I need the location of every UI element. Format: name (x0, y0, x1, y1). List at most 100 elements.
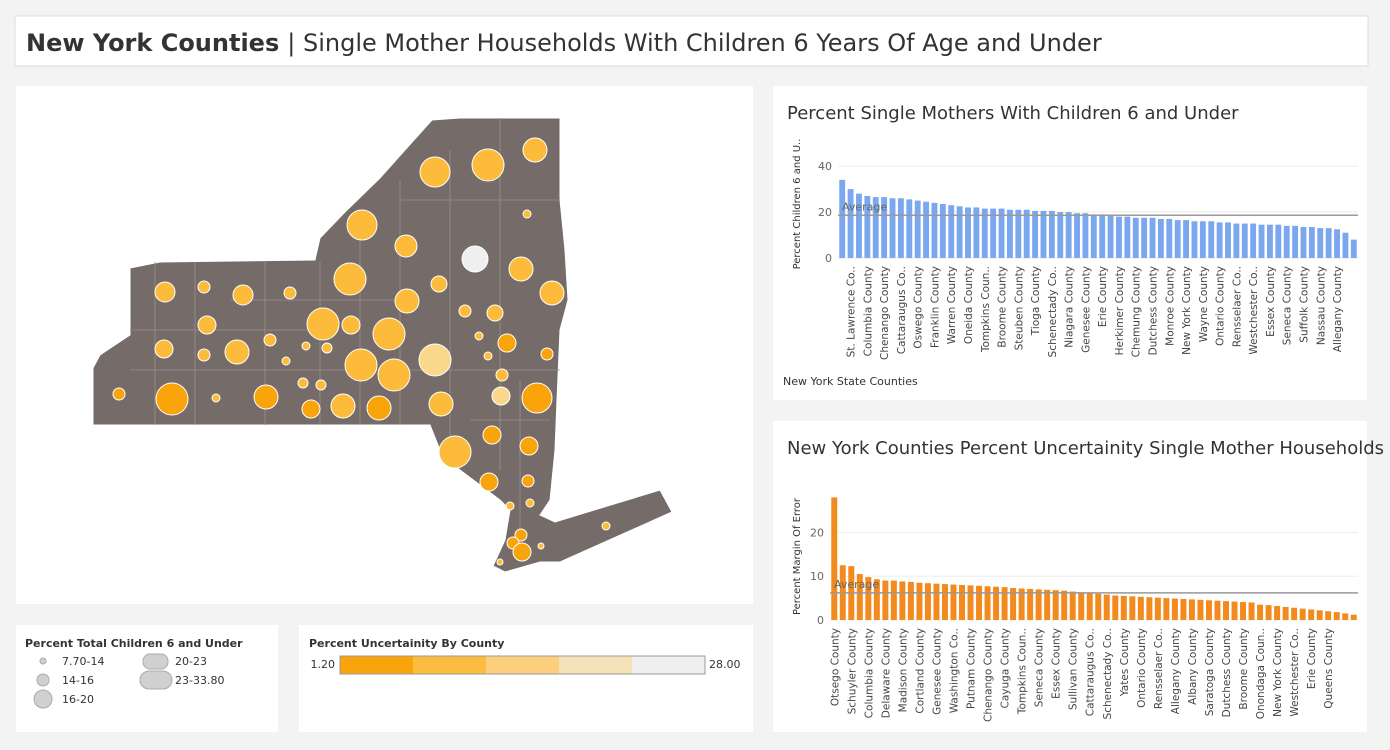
bubble (495, 368, 509, 382)
bar (856, 193, 862, 258)
bar (873, 579, 880, 620)
bar (890, 580, 897, 620)
bar (1010, 588, 1017, 620)
x-tick-label: Oneida County (963, 266, 975, 344)
color-legend-title: Percent Uncertainity By County (309, 637, 504, 650)
bubble (483, 351, 493, 361)
bar (1171, 598, 1178, 620)
bar (1129, 596, 1136, 620)
bar (1233, 223, 1240, 258)
bubble (306, 307, 340, 341)
bar (1325, 228, 1332, 258)
bar (1317, 228, 1324, 258)
bubble (297, 377, 309, 389)
size-legend-label: 23-33.80 (175, 674, 224, 687)
bar (965, 207, 971, 258)
chart-title: New York Counties Percent Uncertainity S… (787, 438, 1384, 459)
bar (1141, 217, 1148, 258)
x-tick-label: Seneca County (1034, 628, 1046, 707)
bubble (508, 256, 534, 282)
bar (1116, 216, 1122, 258)
bubble (497, 333, 517, 353)
bar (889, 198, 896, 258)
x-tick-label: Rensselaer Co.. (1231, 266, 1243, 347)
y-tick-label: 0 (817, 614, 824, 627)
bubble (346, 209, 378, 241)
bar (1308, 609, 1315, 620)
x-tick-label: Oswego County (913, 266, 925, 349)
bar (1099, 214, 1106, 258)
bar (1044, 589, 1051, 620)
y-tick-label: 40 (818, 160, 832, 173)
bar (990, 208, 997, 258)
bubble (537, 542, 545, 550)
bubble (521, 382, 553, 414)
x-tick-label: Allegany County (1170, 628, 1182, 714)
bubble (505, 501, 515, 511)
x-tick-label: Westchester Co.. (1248, 266, 1260, 355)
bar (948, 205, 955, 258)
bubble (321, 342, 333, 354)
bubble (491, 386, 511, 406)
y-tick-label: 10 (810, 570, 824, 583)
bar (1208, 221, 1215, 258)
bar (865, 577, 872, 620)
bar (1048, 210, 1055, 258)
bar (882, 580, 889, 620)
bar (998, 208, 1005, 258)
bar (967, 585, 974, 620)
bar (993, 586, 1000, 620)
y-axis-label: Percent Children 6 and U.. (792, 139, 803, 270)
bubble (330, 393, 356, 419)
x-tick-label: Chemung County (1131, 266, 1143, 357)
bar (933, 583, 940, 620)
bar (1032, 210, 1039, 258)
bubble (474, 331, 484, 341)
bubble (377, 358, 411, 392)
x-tick-label: Niagara County (1064, 266, 1076, 348)
bar (1188, 599, 1195, 620)
size-legend-symbols (33, 653, 173, 709)
bar (1078, 592, 1085, 620)
bubble (428, 391, 454, 417)
bar (1149, 217, 1156, 258)
size-legend-label: 16-20 (62, 693, 94, 706)
bar (1154, 597, 1161, 620)
bubble (211, 393, 221, 403)
average-label: Average (842, 200, 887, 213)
color-legend-max: 28.00 (709, 658, 741, 671)
bubble (471, 148, 505, 182)
bar (1231, 601, 1238, 620)
x-tick-label: Washington Co.. (948, 628, 960, 713)
bar (916, 582, 923, 620)
bar (1035, 589, 1042, 620)
bubble (479, 472, 499, 492)
bar (1157, 218, 1164, 258)
bar (1334, 229, 1340, 258)
bar (1291, 607, 1298, 620)
bar (1052, 590, 1059, 620)
x-tick-label: Albany County (1187, 628, 1199, 705)
bar (1090, 214, 1097, 258)
bar (923, 201, 929, 258)
bar (1250, 223, 1257, 258)
bar (984, 586, 991, 620)
x-tick-label: Dutchess County (1148, 266, 1160, 355)
bubble (394, 234, 418, 258)
bar (1216, 222, 1223, 258)
bar (1267, 224, 1273, 258)
size-legend-label: 7.70-14 (62, 655, 104, 668)
bar (1350, 614, 1357, 620)
x-tick-label: Yates County (1119, 628, 1131, 697)
bubble (315, 379, 327, 391)
bar (973, 207, 980, 258)
x-tick-label: Columbia County (862, 266, 874, 356)
bubble (514, 528, 528, 542)
bar (1061, 590, 1068, 620)
title-rest: | Single Mother Households With Children… (287, 29, 1102, 57)
bar (1146, 597, 1153, 620)
color-legend-panel (299, 625, 753, 732)
bubble (155, 382, 189, 416)
bar (1018, 588, 1025, 620)
